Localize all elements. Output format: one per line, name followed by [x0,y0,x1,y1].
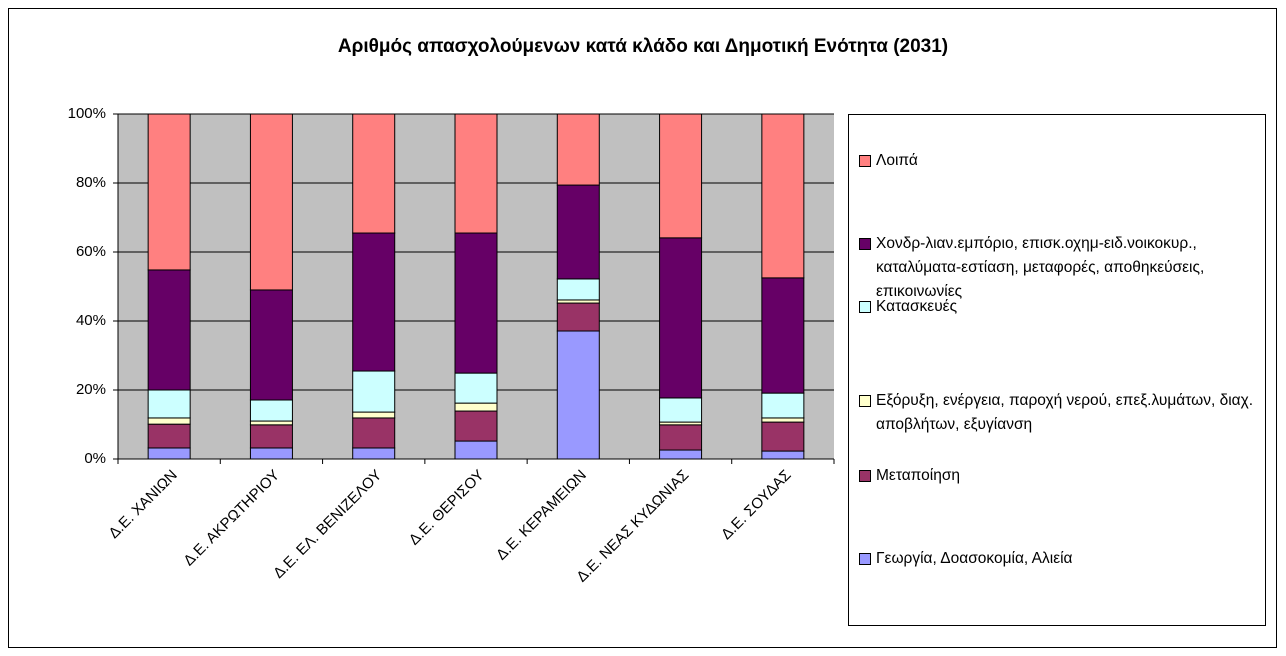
bar-segment [352,417,396,449]
y-tick-label: 100% [68,105,106,122]
bar-segment [249,420,293,426]
bar-segment [147,269,191,391]
legend-swatch [859,155,871,167]
bar-segment [352,232,396,372]
legend-entry: Γεωργία, Δοασοκομία, Αλιεία [859,547,1259,571]
bar-segment [249,399,293,422]
legend-swatch [859,553,871,565]
legend-swatch [859,301,871,313]
bar-segment [761,417,805,423]
legend-entry: Εξόρυξη, ενέργεια, παροχή νερού, επεξ.λυ… [859,389,1259,437]
y-tick-label: 80% [76,174,106,191]
bar-segment [761,392,805,419]
bar-segment [454,232,498,374]
bar-segment [556,302,600,332]
y-tick-label: 0% [84,450,106,467]
bar-segment [147,423,191,449]
legend: Λοιπά Χονδρ-λιαν.εμπόριο, επισκ.οχημ-ειδ.… [848,114,1266,626]
legend-label: Μεταποίηση [876,467,961,484]
bar-segment [249,289,293,401]
bar-segment [352,113,396,234]
bar-segment [352,370,396,413]
bar-segment [761,277,805,394]
legend-label: Εξόρυξη, ενέργεια, παροχή νερού, επεξ.λυ… [876,392,1254,433]
legend-label: Λοιπά [876,152,918,169]
bar-segment [352,447,396,460]
bar-segment [249,447,293,460]
bar-segment [659,449,703,460]
legend-label: Χονδρ-λιαν.εμπόριο, επισκ.οχημ-ειδ.νοικο… [876,235,1205,300]
bar-segment [454,372,498,404]
bar-segment [659,113,703,239]
legend-entry: Χονδρ-λιαν.εμπόριο, επισκ.οχημ-ειδ.νοικο… [859,232,1259,304]
y-tick-label: 40% [76,312,106,329]
bar-segment [352,411,396,419]
y-tick-label: 20% [76,381,106,398]
bar-segment [147,389,191,419]
legend-entry: Κατασκευές [859,295,1259,319]
bar-segment [556,184,600,280]
bar-segment [659,237,703,399]
bar-segment [147,417,191,425]
bar-segment [249,113,293,291]
bar-segment [556,278,600,301]
bar-segment [761,450,805,460]
legend-swatch [859,395,871,407]
legend-label: Γεωργία, Δοασοκομία, Αλιεία [876,550,1073,567]
bar-segment [147,113,191,271]
legend-swatch [859,470,871,482]
bar-segment [659,424,703,451]
bar-segment [454,410,498,442]
bar-segment [761,113,805,279]
bar-segment [454,113,498,234]
legend-entry: Μεταποίηση [859,464,1259,488]
bar-segment [761,421,805,452]
legend-label: Κατασκευές [876,298,958,315]
legend-swatch [859,238,871,250]
legend-entry: Λοιπά [859,149,1259,173]
bar-segment [556,330,600,460]
y-tick-label: 60% [76,243,106,260]
bar-segment [454,402,498,412]
bar-segment [249,424,293,449]
bar-segment [147,447,191,460]
bar-segment [454,440,498,460]
bar-segment [659,397,703,423]
chart-title: Αριθμός απασχολούμενων κατά κλάδο και Δη… [338,36,948,57]
bar-segment [556,113,600,186]
